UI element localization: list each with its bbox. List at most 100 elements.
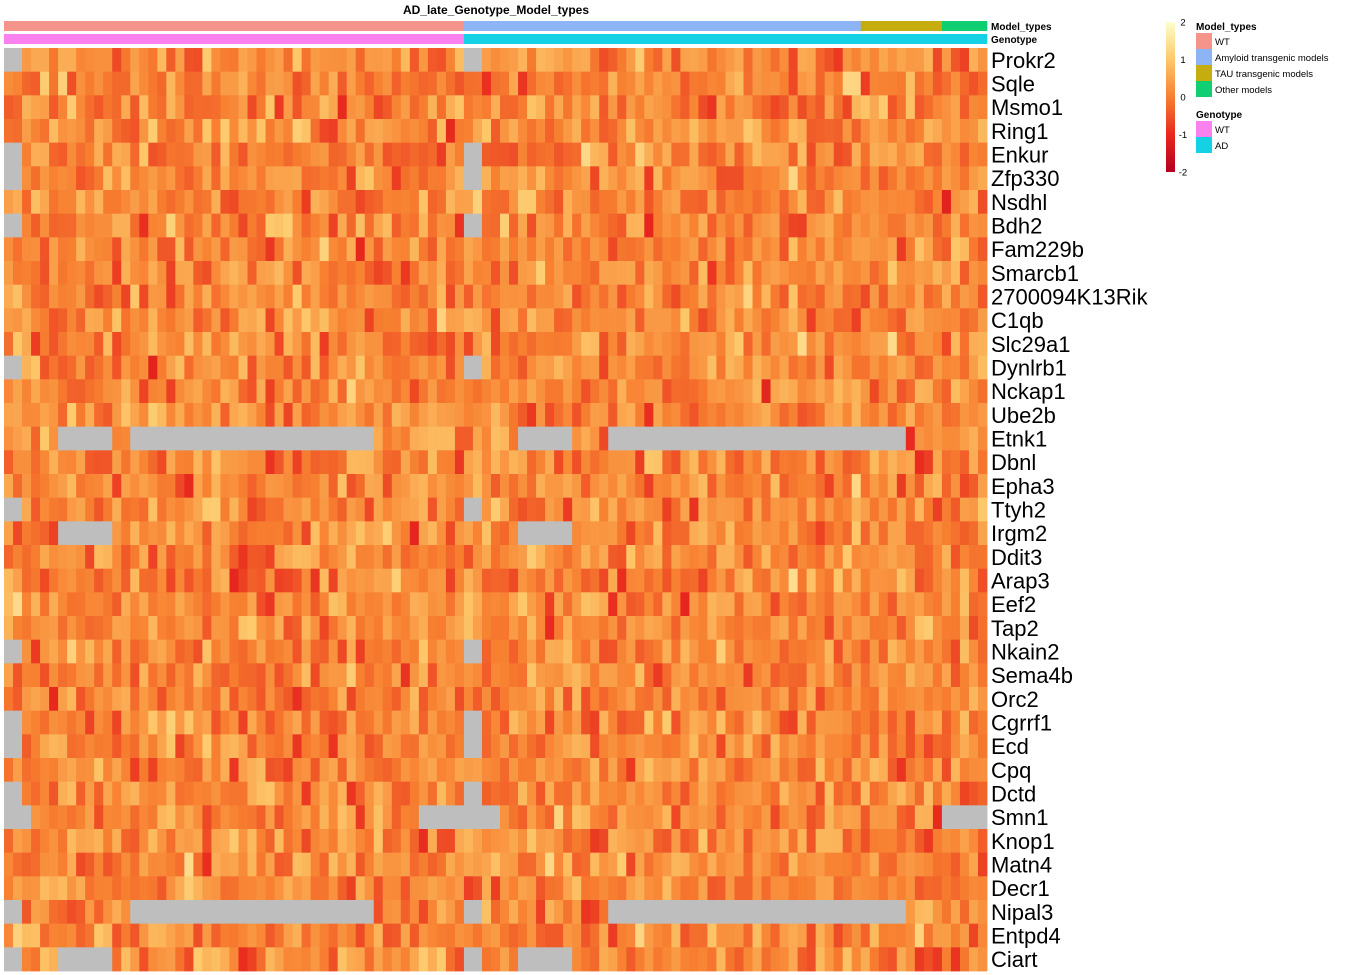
heatmap-cell xyxy=(310,497,321,522)
heatmap-cell xyxy=(734,781,744,806)
heatmap-cell xyxy=(698,829,708,854)
heatmap-cell xyxy=(22,379,32,404)
heatmap-cell xyxy=(463,616,474,641)
heatmap-cell xyxy=(355,923,366,948)
heatmap-cell xyxy=(698,923,708,948)
heatmap-cell xyxy=(463,261,474,286)
heatmap-cell xyxy=(49,687,59,712)
heatmap-cell xyxy=(4,450,14,475)
heatmap-cell xyxy=(229,639,239,664)
heatmap-cell xyxy=(887,616,898,641)
heatmap-cell xyxy=(797,734,808,759)
heatmap-cell xyxy=(977,237,988,262)
heatmap-cell xyxy=(932,142,943,167)
heatmap-cell xyxy=(905,852,916,877)
heatmap-cell xyxy=(40,450,50,475)
heatmap-cell xyxy=(563,403,573,428)
heatmap-cell xyxy=(112,71,122,96)
heatmap-cell xyxy=(40,95,50,120)
heatmap-cell xyxy=(536,734,546,759)
heatmap-cell xyxy=(454,261,465,286)
heatmap-cell xyxy=(599,95,609,120)
heatmap-cell xyxy=(490,213,501,238)
heatmap-cell xyxy=(409,355,420,380)
heatmap-cell xyxy=(346,95,357,120)
heatmap-cell xyxy=(806,734,817,759)
heatmap-cell xyxy=(373,332,384,357)
heatmap-cell xyxy=(130,355,140,380)
heatmap-cell xyxy=(536,237,546,262)
heatmap-cell xyxy=(545,308,555,333)
heatmap-cell xyxy=(626,947,636,972)
heatmap-cell xyxy=(265,521,275,546)
heatmap-cell xyxy=(67,805,77,830)
heatmap-cell xyxy=(436,190,447,215)
heatmap-cell xyxy=(337,568,348,593)
heatmap-cell xyxy=(337,663,348,688)
heatmap-cell xyxy=(58,852,68,877)
heatmap-cell xyxy=(157,71,167,96)
heatmap-cell xyxy=(896,592,907,617)
heatmap-cell xyxy=(689,166,699,191)
heatmap-cell xyxy=(698,545,708,570)
heatmap-cell xyxy=(391,568,402,593)
heatmap-cell xyxy=(626,521,636,546)
heatmap-cell xyxy=(157,923,167,948)
heatmap-cell xyxy=(734,166,744,191)
heatmap-cell xyxy=(382,829,393,854)
heatmap-cell xyxy=(139,71,149,96)
heatmap-cell xyxy=(400,95,411,120)
heatmap-cell xyxy=(373,923,384,948)
heatmap-cell xyxy=(518,261,528,286)
heatmap-cell xyxy=(644,403,654,428)
heatmap-cell xyxy=(211,450,221,475)
heatmap-cell xyxy=(968,758,979,783)
heatmap-cell xyxy=(752,852,762,877)
heatmap-cell xyxy=(310,261,321,286)
heatmap-cell xyxy=(337,379,348,404)
heatmap-cell xyxy=(797,142,808,167)
heatmap-cell xyxy=(157,261,167,286)
heatmap-cell xyxy=(220,379,230,404)
heatmap-cell xyxy=(581,687,591,712)
heatmap-cell xyxy=(500,284,510,309)
heatmap-cell xyxy=(743,900,753,925)
heatmap-cell xyxy=(40,474,50,499)
heatmap-cell xyxy=(481,308,492,333)
heatmap-cell xyxy=(914,758,925,783)
heatmap-cell xyxy=(662,663,672,688)
heatmap-cell xyxy=(950,947,961,972)
heatmap-cell xyxy=(644,142,654,167)
heatmap-cell xyxy=(490,805,501,830)
heatmap-cell xyxy=(139,592,149,617)
heatmap-cell xyxy=(418,545,429,570)
heatmap-cell xyxy=(761,142,771,167)
heatmap-cell xyxy=(166,284,176,309)
heatmap-cell xyxy=(463,355,474,380)
heatmap-cell xyxy=(13,947,23,972)
heatmap-cell xyxy=(950,592,961,617)
heatmap-cell xyxy=(121,639,131,664)
heatmap-cell xyxy=(599,900,609,925)
heatmap-cell xyxy=(238,616,248,641)
heatmap-cell xyxy=(500,213,510,238)
heatmap-cell xyxy=(112,758,122,783)
heatmap-cell xyxy=(103,403,113,428)
heatmap-cell xyxy=(779,710,789,735)
heatmap-cell xyxy=(103,450,113,475)
heatmap-cell xyxy=(301,568,312,593)
heatmap-cell xyxy=(481,474,492,499)
heatmap-cell xyxy=(400,308,411,333)
heatmap-cell xyxy=(932,805,943,830)
heatmap-cell xyxy=(463,166,474,191)
heatmap-cell xyxy=(463,876,474,901)
heatmap-cell xyxy=(85,900,95,925)
heatmap-cell xyxy=(887,758,898,783)
heatmap-cell xyxy=(536,308,546,333)
heatmap-cell xyxy=(454,213,465,238)
heatmap-cell xyxy=(860,521,871,546)
heatmap-cell xyxy=(554,166,564,191)
heatmap-cell xyxy=(923,403,934,428)
heatmap-cell xyxy=(373,284,384,309)
heatmap-cell xyxy=(824,947,835,972)
